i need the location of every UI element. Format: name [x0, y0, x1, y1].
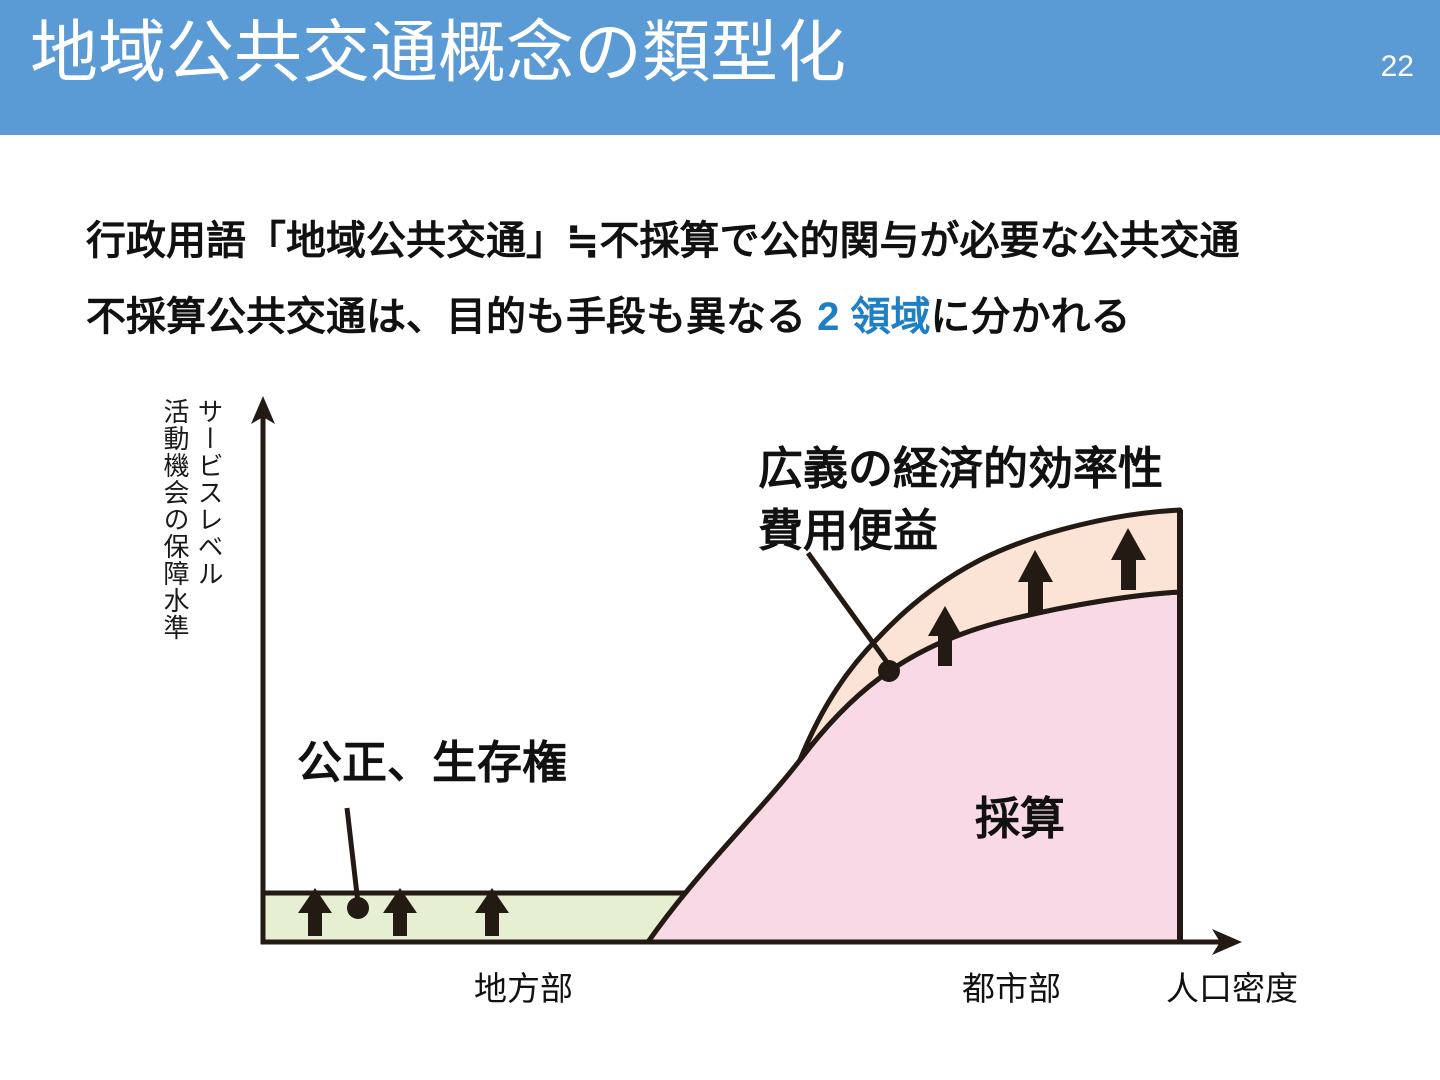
- costbenefit-callout-leader: [805, 551, 900, 682]
- x-axis-tick-urban: 都市部: [962, 970, 1061, 1007]
- x-axis-title-population-density: 人口密度: [1166, 970, 1298, 1007]
- green-band-up-arrows: [298, 888, 509, 936]
- label-equity-right-to-live: 公正、生存権: [297, 737, 568, 788]
- body-line-2-post: に分かれる: [930, 295, 1131, 339]
- body-line-2-pre: 不採算公共交通は、目的も手段も異なる: [86, 295, 818, 339]
- slide-title-bar: 地域公共交通概念の類型化 22: [0, 0, 1440, 135]
- y-axis-label-activity-guarantee: 活動機会の保障水準: [160, 398, 190, 641]
- page-number: 22: [1380, 50, 1414, 83]
- equity-callout-leader: [344, 807, 369, 919]
- x-axis-tick-rural: 地方部: [474, 970, 573, 1007]
- peach-band-up-arrows: [928, 528, 1146, 666]
- page-title: 地域公共交通概念の類型化: [30, 15, 847, 91]
- y-axis: [251, 396, 275, 942]
- green-band-region: [260, 890, 707, 945]
- label-profitable-region: 採算: [975, 793, 1066, 844]
- label-broad-economic-efficiency: 広義の経済的効率性: [758, 443, 1164, 494]
- x-axis: [263, 929, 1242, 955]
- body-line-1: 行政用語「地域公共交通」≒不採算で公的関与が必要な公共交通: [86, 219, 1240, 263]
- y-axis-label-service-level: サービスレベル: [194, 398, 224, 587]
- body-line-2-highlight: 2 領域: [817, 295, 931, 339]
- body-line-2: 不採算公共交通は、目的も手段も異なる 2 領域に分かれる: [86, 284, 1130, 342]
- label-cost-benefit: 費用便益: [758, 505, 939, 556]
